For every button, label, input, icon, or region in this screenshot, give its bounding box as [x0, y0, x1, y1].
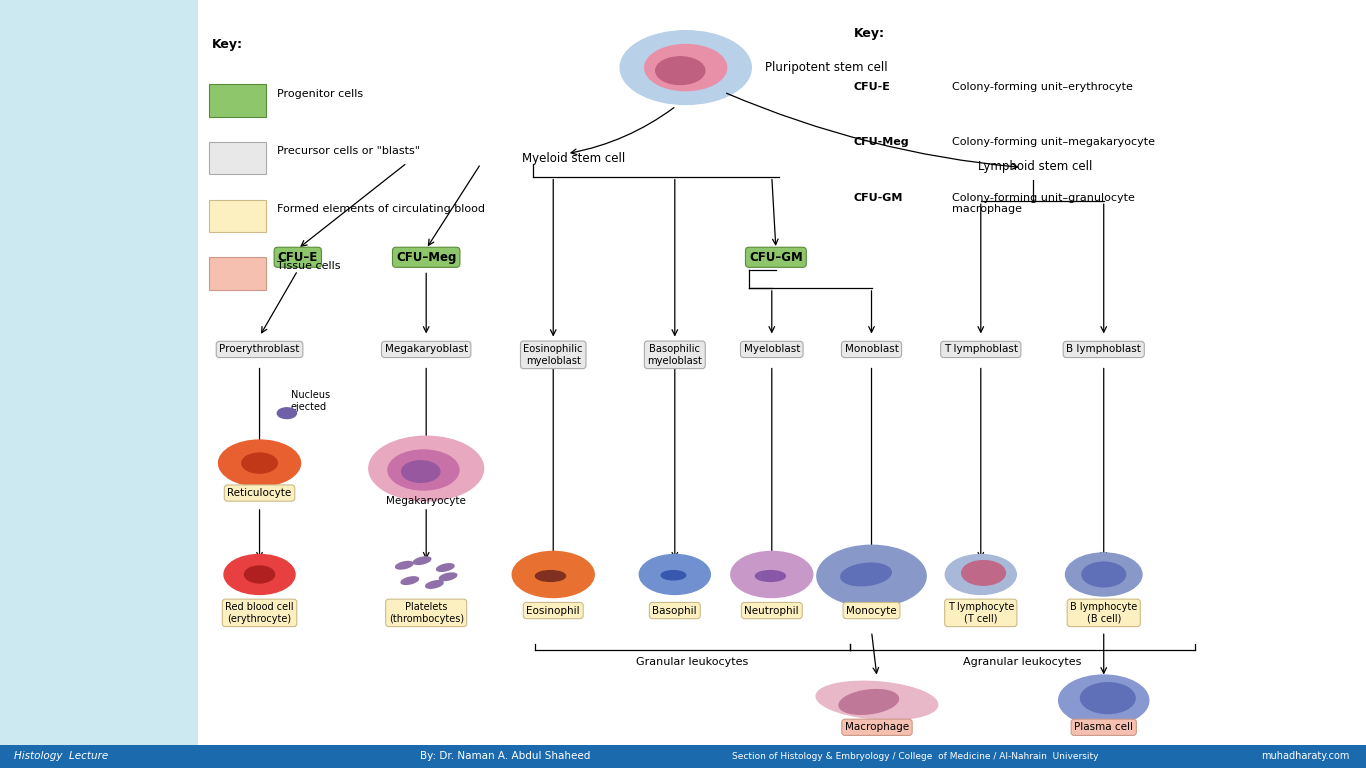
Text: B lymphocyte
(B cell): B lymphocyte (B cell) — [1070, 602, 1138, 624]
Text: B lymphoblast: B lymphoblast — [1067, 344, 1141, 355]
Text: Red blood cell
(erythrocyte): Red blood cell (erythrocyte) — [225, 602, 294, 624]
Text: CFU-GM: CFU-GM — [854, 193, 903, 203]
Text: CFU-Meg: CFU-Meg — [854, 137, 910, 147]
Circle shape — [1082, 562, 1126, 587]
Ellipse shape — [396, 561, 413, 569]
Circle shape — [620, 31, 751, 104]
Text: CFU–GM: CFU–GM — [749, 251, 803, 263]
FancyBboxPatch shape — [209, 257, 266, 290]
Text: Lymphoid stem cell: Lymphoid stem cell — [978, 161, 1093, 173]
Ellipse shape — [535, 571, 566, 581]
Ellipse shape — [402, 577, 418, 584]
Text: Basophil: Basophil — [653, 605, 697, 616]
Ellipse shape — [839, 690, 899, 714]
Circle shape — [245, 566, 275, 583]
FancyBboxPatch shape — [0, 0, 198, 768]
Circle shape — [512, 551, 594, 598]
Text: Progenitor cells: Progenitor cells — [277, 88, 363, 99]
Text: Precursor cells or "blasts": Precursor cells or "blasts" — [277, 146, 421, 157]
Text: By: Dr. Naman A. Abdul Shaheed: By: Dr. Naman A. Abdul Shaheed — [421, 751, 590, 762]
Circle shape — [242, 453, 277, 473]
Text: Nucleus
ejected: Nucleus ejected — [291, 390, 331, 412]
Circle shape — [945, 554, 1016, 594]
Text: Colony-forming unit–granulocyte
macrophage: Colony-forming unit–granulocyte macropha… — [952, 193, 1135, 214]
FancyBboxPatch shape — [209, 200, 266, 232]
Ellipse shape — [414, 557, 430, 564]
Text: muhadharaty.com: muhadharaty.com — [1261, 751, 1350, 762]
Circle shape — [388, 450, 459, 490]
Text: Histology  Lecture: Histology Lecture — [14, 751, 108, 762]
Text: Formed elements of circulating blood: Formed elements of circulating blood — [277, 204, 485, 214]
Text: Neutrophil: Neutrophil — [744, 605, 799, 616]
Ellipse shape — [841, 563, 891, 586]
FancyBboxPatch shape — [198, 0, 1366, 768]
Ellipse shape — [816, 681, 938, 720]
Text: Eosinophilic
myeloblast: Eosinophilic myeloblast — [523, 344, 583, 366]
Text: CFU-E: CFU-E — [854, 82, 891, 92]
Circle shape — [817, 545, 926, 607]
Text: Granular leukocytes: Granular leukocytes — [637, 657, 749, 667]
Text: Colony-forming unit–megakaryocyte: Colony-forming unit–megakaryocyte — [952, 137, 1156, 147]
FancyBboxPatch shape — [209, 142, 266, 174]
Text: T lymphoblast: T lymphoblast — [944, 344, 1018, 355]
Text: Colony-forming unit–erythrocyte: Colony-forming unit–erythrocyte — [952, 82, 1132, 92]
Circle shape — [1065, 553, 1142, 596]
Text: Megakaryocyte: Megakaryocyte — [387, 495, 466, 506]
Text: Myeloid stem cell: Myeloid stem cell — [522, 153, 626, 165]
Text: Megakaryoblast: Megakaryoblast — [385, 344, 467, 355]
Text: T lymphocyte
(T cell): T lymphocyte (T cell) — [948, 602, 1014, 624]
Circle shape — [962, 561, 1005, 585]
Text: Key:: Key: — [854, 27, 885, 40]
FancyBboxPatch shape — [209, 84, 266, 117]
Circle shape — [1081, 683, 1135, 713]
Text: Plasma cell: Plasma cell — [1074, 722, 1134, 733]
Text: Monocyte: Monocyte — [846, 605, 897, 616]
Circle shape — [369, 436, 484, 501]
Ellipse shape — [755, 571, 785, 581]
Circle shape — [639, 554, 710, 594]
Circle shape — [731, 551, 813, 598]
Circle shape — [1059, 675, 1149, 726]
Circle shape — [656, 57, 705, 84]
Text: Key:: Key: — [212, 38, 243, 51]
Circle shape — [402, 461, 440, 482]
Circle shape — [224, 554, 295, 594]
Text: Myeloblast: Myeloblast — [743, 344, 800, 355]
Ellipse shape — [437, 564, 454, 571]
Circle shape — [219, 440, 301, 486]
Text: Reticulocyte: Reticulocyte — [227, 488, 292, 498]
Text: Proerythroblast: Proerythroblast — [220, 344, 299, 355]
Text: Section of Histology & Embryology / College  of Medicine / Al-Nahrain  Universit: Section of Histology & Embryology / Coll… — [732, 752, 1098, 761]
Circle shape — [277, 408, 296, 419]
Text: Macrophage: Macrophage — [846, 722, 908, 733]
Text: CFU–E: CFU–E — [277, 251, 318, 263]
Circle shape — [645, 45, 727, 91]
Text: Tissue cells: Tissue cells — [277, 261, 340, 272]
FancyBboxPatch shape — [0, 745, 1366, 768]
Ellipse shape — [440, 573, 456, 581]
Text: Eosinophil: Eosinophil — [526, 605, 581, 616]
Ellipse shape — [426, 581, 443, 588]
Text: Platelets
(thrombocytes): Platelets (thrombocytes) — [389, 602, 463, 624]
Text: Pluripotent stem cell: Pluripotent stem cell — [765, 61, 888, 74]
Text: Basophilic
myeloblast: Basophilic myeloblast — [647, 344, 702, 366]
Text: Monoblast: Monoblast — [844, 344, 899, 355]
Ellipse shape — [661, 571, 686, 580]
Text: Agranular leukocytes: Agranular leukocytes — [963, 657, 1081, 667]
Text: CFU–Meg: CFU–Meg — [396, 251, 456, 263]
